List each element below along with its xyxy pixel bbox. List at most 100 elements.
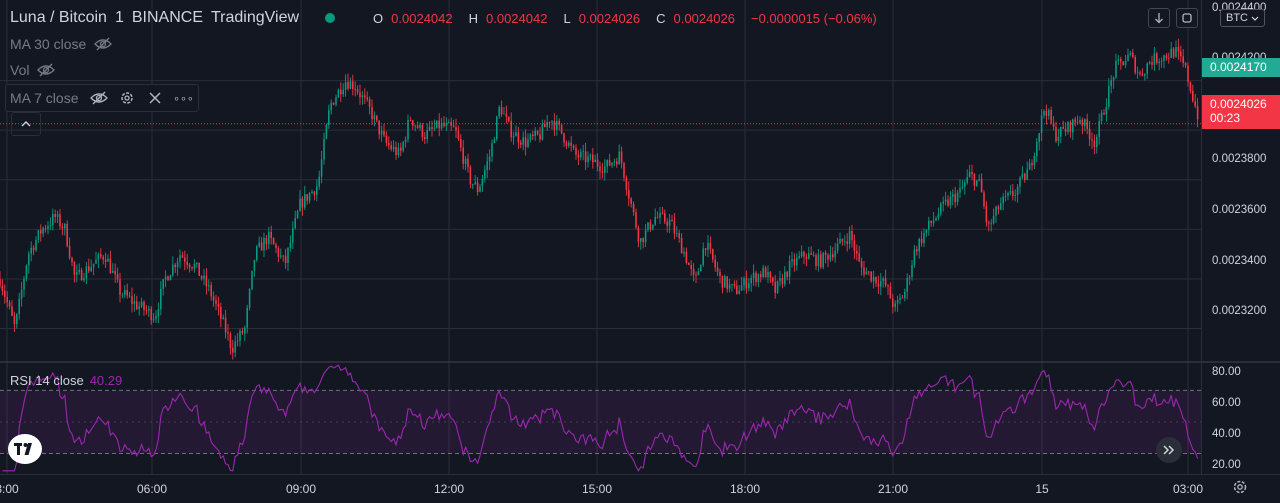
candle-body xyxy=(68,246,71,258)
symbol-interval[interactable]: 1 xyxy=(114,9,124,26)
candle-body xyxy=(78,269,80,273)
candle-body xyxy=(824,252,827,256)
time-label: 09:00 xyxy=(285,482,317,496)
price-scale[interactable]: 0.0024400 0.0024200 0.0023800 0.0023600 … xyxy=(1201,0,1280,362)
eye-off-icon[interactable] xyxy=(35,60,57,80)
candle-body xyxy=(940,203,942,215)
currency-select[interactable]: BTC xyxy=(1220,9,1265,27)
collapse-legend-button[interactable] xyxy=(11,112,41,136)
fullscreen-icon[interactable] xyxy=(1176,8,1198,28)
candle-body xyxy=(815,255,817,267)
candle-body xyxy=(695,274,697,276)
candle-body xyxy=(990,223,992,225)
last-price-tag: 0.0024170 xyxy=(1202,58,1280,77)
candle-body xyxy=(880,281,882,287)
candle-body xyxy=(798,256,800,258)
indicator-vol[interactable]: Vol xyxy=(10,59,57,81)
candle-body xyxy=(546,122,548,128)
candle-body xyxy=(1170,48,1172,58)
gear-icon[interactable] xyxy=(116,88,138,108)
candle-body xyxy=(616,161,618,165)
candle-body xyxy=(707,242,709,250)
chart-top-tools xyxy=(1142,8,1198,28)
candle-body xyxy=(280,255,282,257)
candle-body xyxy=(1038,133,1040,142)
candle-body xyxy=(496,116,498,140)
candle-body xyxy=(935,218,937,221)
candle-body xyxy=(1026,169,1028,180)
market-status-icon[interactable] xyxy=(325,13,336,23)
candle-body xyxy=(913,249,916,266)
rsi-tick: 60.00 xyxy=(1212,397,1241,409)
candle-body xyxy=(1136,72,1139,74)
candle-body xyxy=(313,191,316,195)
candle-body xyxy=(1100,112,1103,121)
candle-body xyxy=(527,139,529,147)
candle-body xyxy=(1175,47,1177,57)
candle-body xyxy=(803,251,805,257)
candle-body xyxy=(1163,55,1165,61)
candle-body xyxy=(121,294,124,296)
candle-body xyxy=(1122,61,1124,66)
candle-body xyxy=(942,201,944,204)
candle-body xyxy=(25,265,28,279)
candle-body xyxy=(349,81,352,89)
settings-icon[interactable] xyxy=(1232,479,1248,495)
candle-body xyxy=(887,285,889,287)
candle-body xyxy=(378,120,380,135)
indicator-ma7[interactable]: MA 7 close ∘∘∘ xyxy=(5,84,200,112)
candle-body xyxy=(308,193,311,201)
candle-body xyxy=(752,272,755,279)
candle-body xyxy=(448,121,450,124)
candle-body xyxy=(1079,119,1081,123)
candle-body xyxy=(169,275,172,281)
candle-body xyxy=(923,233,925,244)
arrow-down-icon[interactable] xyxy=(1148,8,1170,28)
close-icon[interactable] xyxy=(144,88,166,108)
candle-body xyxy=(133,301,136,304)
eye-off-icon[interactable] xyxy=(88,88,110,108)
candle-body xyxy=(52,214,54,225)
more-icon[interactable]: ∘∘∘ xyxy=(173,92,194,105)
candle-body xyxy=(222,317,224,319)
candle-body xyxy=(251,270,253,290)
time-axis[interactable]: 3:00 06:00 09:00 12:00 15:00 18:00 21:00… xyxy=(0,474,1280,503)
candle-body xyxy=(772,277,774,282)
candle-body xyxy=(1086,119,1088,129)
eye-off-icon[interactable] xyxy=(92,34,114,54)
candle-body xyxy=(436,120,438,128)
candle-body xyxy=(1184,63,1187,66)
tradingview-logo[interactable] xyxy=(8,434,42,464)
candle-body xyxy=(337,89,340,98)
candle-body xyxy=(188,264,191,268)
candle-body xyxy=(119,279,121,295)
candle-body xyxy=(877,283,880,287)
candle-body xyxy=(164,276,167,280)
candle-body xyxy=(193,264,196,269)
candle-body xyxy=(553,121,556,130)
candle-body xyxy=(604,166,606,173)
rsi-legend[interactable]: RSI 14 close 40.29 xyxy=(10,373,122,388)
candle-body xyxy=(1194,101,1196,107)
candle-body xyxy=(769,271,772,278)
candle-body xyxy=(380,131,383,135)
candle-body xyxy=(16,314,18,325)
candle-body xyxy=(606,159,608,167)
candle-body xyxy=(630,198,632,204)
candle-body xyxy=(858,253,860,262)
candle-body xyxy=(944,199,947,202)
rsi-scale[interactable]: 80.00 60.00 40.00 20.00 xyxy=(1201,362,1280,474)
candle-body xyxy=(1151,62,1153,65)
candle-body xyxy=(810,253,812,255)
candle-body xyxy=(774,281,776,293)
scroll-to-realtime-button[interactable] xyxy=(1156,437,1182,463)
symbol-name[interactable]: Luna / Bitcoin xyxy=(10,9,107,26)
candle-body xyxy=(896,300,899,304)
candle-body xyxy=(409,120,412,121)
candle-body xyxy=(1050,109,1052,123)
indicator-ma30[interactable]: MA 30 close xyxy=(10,33,114,55)
candle-body xyxy=(205,275,208,287)
candle-body xyxy=(541,124,544,140)
